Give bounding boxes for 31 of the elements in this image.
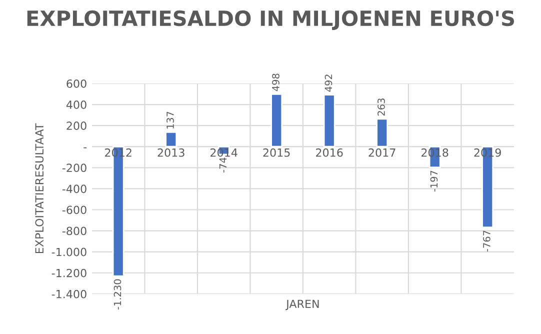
x-axis-title: JAREN (286, 300, 319, 310)
data-label: -767 (483, 230, 490, 252)
x-tick-label: 2013 (158, 148, 184, 157)
x-tick-label: 2015 (263, 148, 290, 157)
y-tick-label: 400 (66, 100, 86, 109)
y-tick-label: -1.200 (52, 268, 86, 278)
data-label: -1.230 (114, 279, 122, 310)
bar (270, 94, 283, 148)
x-tick-label: 2016 (316, 148, 343, 157)
y-tick-label: 600 (66, 79, 86, 88)
bar (165, 132, 178, 148)
y-tick-label: -400 (62, 184, 86, 194)
y-tick-label: 200 (66, 122, 86, 130)
bar (323, 94, 336, 148)
data-label: 263 (378, 98, 385, 116)
chart-title: EXPLOITATIESALDO IN MILJOENEN EURO'S (27, 10, 514, 30)
x-tick-label: 2017 (368, 148, 396, 157)
data-label: 492 (324, 74, 332, 92)
y-tick-label: - (84, 147, 87, 148)
y-tick-label: -1.000 (52, 248, 86, 256)
data-label: 498 (272, 74, 280, 92)
y-tick-label: -200 (62, 164, 86, 172)
data-label: -197 (430, 170, 438, 192)
bar (376, 118, 388, 148)
data-label: -74 (219, 158, 227, 172)
y-axis-title: EXPLOITATIERESULTAAT (35, 123, 44, 254)
y-tick-label: -600 (62, 206, 86, 214)
y-tick-label: -1.400 (52, 290, 86, 298)
x-tick-label: 2014 (210, 148, 238, 157)
data-label: 137 (166, 112, 174, 129)
y-tick-label: -800 (62, 226, 86, 236)
